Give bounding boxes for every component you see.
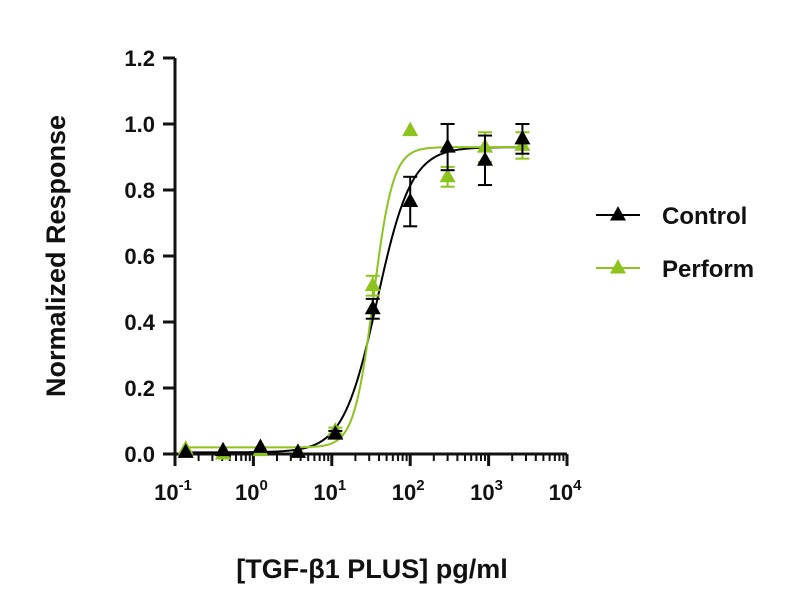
data-point-perform — [364, 276, 381, 292]
y-tick-label: 0.6 — [124, 244, 155, 269]
x-tick-label: 101 — [313, 477, 346, 505]
x-axis-title: [TGF-β1 PLUS] pg/ml — [236, 554, 507, 584]
fit-curve-perform — [185, 146, 523, 449]
data-point-perform — [439, 167, 456, 183]
y-tick-label: 1.2 — [124, 46, 155, 71]
x-tick-label: 102 — [392, 477, 425, 505]
y-tick-label: 1.0 — [124, 112, 155, 137]
y-tick-label: 0.8 — [124, 178, 155, 203]
y-ticks: 0.0 0.2 0.4 0.6 0.8 1.0 1.2 — [124, 46, 175, 467]
legend-label-control: Control — [662, 203, 747, 230]
data-point-control — [439, 138, 456, 153]
data-point-control — [514, 129, 531, 145]
data-point-perform — [402, 121, 419, 137]
y-tick-label: 0.0 — [124, 442, 155, 467]
data-point-control — [327, 425, 344, 440]
data-point-control — [289, 443, 306, 458]
data-point-control — [364, 299, 381, 315]
x-ticks: 10-1 100 101 102 103 104 — [154, 454, 582, 505]
legend-marker — [610, 206, 626, 221]
x-tick-label: 10-1 — [154, 477, 192, 505]
data-point-control — [215, 441, 232, 457]
data-point-control — [477, 151, 494, 166]
legend-label-perform: Perform — [662, 256, 754, 283]
data-point-control — [177, 443, 194, 458]
y-tick-label: 0.4 — [124, 310, 155, 335]
legend: Control Perform — [596, 203, 754, 283]
data-points — [177, 121, 531, 460]
y-tick-label: 0.2 — [124, 376, 155, 401]
legend-marker — [610, 259, 626, 274]
axes: 0.00.20.40.60.81.01.2 10-1 100 101 102 103 10… — [124, 46, 582, 505]
x-tick-label: 103 — [470, 477, 503, 505]
fit-curve-control — [185, 146, 523, 454]
data-point-control — [252, 438, 269, 453]
y-axis-title: Normalized Response — [41, 115, 71, 397]
x-tick-label: 104 — [549, 477, 582, 505]
x-tick-label: 100 — [235, 477, 268, 505]
data-point-control — [402, 192, 419, 208]
fit-curves — [185, 146, 523, 454]
